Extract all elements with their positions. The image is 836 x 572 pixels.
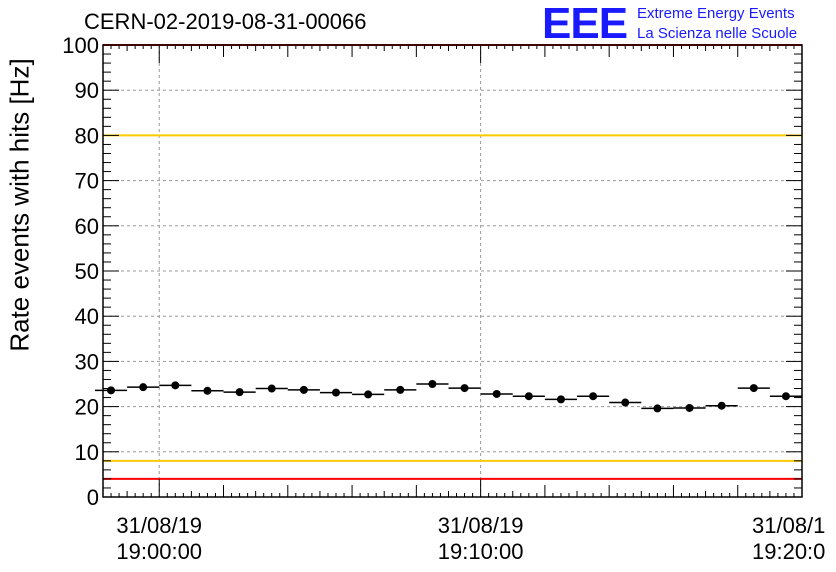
data-point [685, 403, 694, 412]
data-point [171, 381, 180, 390]
data-point [460, 384, 469, 393]
x-tick-date: 31/08/1 [752, 513, 825, 538]
reference-lines [103, 44, 802, 480]
y-tick-label: 60 [75, 214, 99, 239]
y-tick-label: 80 [75, 123, 99, 148]
data-point [139, 383, 148, 392]
logo-text: Extreme Energy Events La Scienza nelle S… [637, 4, 797, 44]
y-tick-label: 30 [75, 349, 99, 374]
data-point [203, 386, 212, 395]
data-point [621, 398, 630, 407]
data-point [653, 404, 662, 413]
eee-logo: EEE [542, 0, 628, 48]
data-point [781, 392, 790, 401]
data-point [299, 385, 308, 394]
y-tick-label: 40 [75, 304, 99, 329]
data-point [267, 384, 276, 393]
data-point [717, 401, 726, 410]
y-tick-label: 0 [87, 485, 99, 510]
data-point [235, 388, 244, 397]
data-points [94, 380, 802, 413]
grid-lines [103, 45, 802, 497]
data-point [524, 392, 533, 401]
y-axis: 0 10 20 30 40 50 60 70 80 90 100 [62, 33, 802, 510]
data-point [107, 386, 116, 395]
y-tick-label: 10 [75, 440, 99, 465]
y-tick-label: 50 [75, 259, 99, 284]
x-axis: 31/08/1919:00:0031/08/1919:10:0031/08/11… [102, 45, 825, 564]
x-tick-date: 31/08/19 [116, 513, 202, 538]
x-tick-time: 19:20:0 [752, 539, 825, 564]
x-tick-time: 19:00:00 [116, 539, 202, 564]
data-point [428, 380, 437, 388]
y-tick-label: 20 [75, 395, 99, 420]
data-point [364, 390, 373, 399]
data-point [396, 385, 405, 394]
data-point [749, 384, 758, 393]
y-axis-label: Rate events with hits [Hz] [4, 58, 35, 352]
x-tick-time: 19:10:00 [438, 539, 524, 564]
data-point [332, 388, 340, 397]
x-tick-date: 31/08/19 [438, 513, 524, 538]
data-point [556, 395, 565, 404]
data-point [492, 389, 501, 398]
run-title: CERN-02-2019-08-31-00066 [84, 9, 367, 34]
logo-line-2: La Scienza nelle Scuole [637, 25, 798, 42]
logo-line-1: Extreme Energy Events [637, 5, 795, 22]
y-tick-label: 90 [75, 78, 99, 103]
data-point [589, 392, 598, 401]
y-tick-label: 70 [75, 169, 99, 194]
y-tick-label: 100 [62, 33, 99, 58]
